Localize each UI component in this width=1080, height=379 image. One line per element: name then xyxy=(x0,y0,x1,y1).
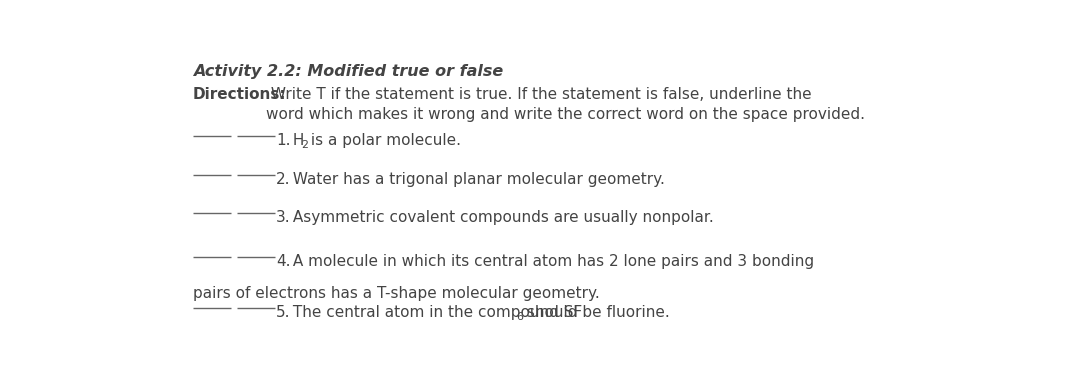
Text: 6: 6 xyxy=(516,312,524,322)
Text: A molecule in which its central atom has 2 lone pairs and 3 bonding: A molecule in which its central atom has… xyxy=(288,254,814,269)
Text: 5.: 5. xyxy=(276,305,291,320)
Text: Asymmetric covalent compounds are usually nonpolar.: Asymmetric covalent compounds are usuall… xyxy=(288,210,714,225)
Text: Write T if the statement is true. If the statement is false, underline the
word : Write T if the statement is true. If the… xyxy=(266,87,865,122)
Text: is a polar molecule.: is a polar molecule. xyxy=(307,133,461,148)
Text: should be fluorine.: should be fluorine. xyxy=(522,305,670,320)
Text: Activity 2.2: Modified true or false: Activity 2.2: Modified true or false xyxy=(193,64,503,79)
Text: Water has a trigonal planar molecular geometry.: Water has a trigonal planar molecular ge… xyxy=(288,172,665,187)
Text: 2.: 2. xyxy=(276,172,291,187)
Text: The central atom in the compound SF: The central atom in the compound SF xyxy=(288,305,583,320)
Text: H: H xyxy=(288,133,305,148)
Text: pairs of electrons has a T-shape molecular geometry.: pairs of electrons has a T-shape molecul… xyxy=(193,287,599,301)
Text: 2: 2 xyxy=(301,140,308,150)
Text: 1.: 1. xyxy=(276,133,291,148)
Text: 4.: 4. xyxy=(276,254,291,269)
Text: 3.: 3. xyxy=(276,210,291,225)
Text: Directions:: Directions: xyxy=(193,87,287,102)
